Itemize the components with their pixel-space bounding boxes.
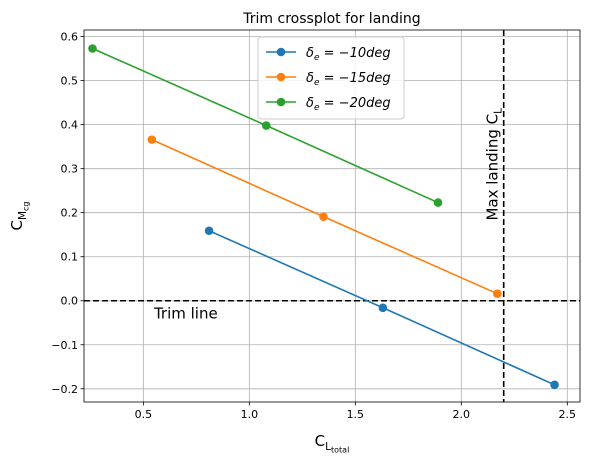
data-point xyxy=(88,44,97,53)
data-point xyxy=(493,289,502,299)
legend-label-rest: = −10deg xyxy=(320,46,391,61)
legend-item-1: δe = −15deg xyxy=(266,71,391,88)
y-tick-label: 0.3 xyxy=(61,163,79,176)
y-axis-label: CMcg xyxy=(8,201,31,230)
data-point xyxy=(261,121,271,130)
legend-label: δe = −15deg xyxy=(306,71,391,88)
legend-label: δe = −10deg xyxy=(306,46,391,63)
y-axis-label-subsub: cg xyxy=(22,201,31,210)
y-tick-label: 0.0 xyxy=(61,295,79,308)
y-axis-label-main: C xyxy=(8,220,26,230)
legend-swatch-marker xyxy=(276,97,286,107)
y-tick-label: 0.5 xyxy=(61,75,79,88)
y-tick-label: 0.6 xyxy=(61,31,79,44)
x-tick-label: 1.5 xyxy=(347,408,365,421)
x-axis-label-main: C xyxy=(315,432,325,450)
x-tick-label: 1.0 xyxy=(241,408,259,421)
legend-label-rest: = −20deg xyxy=(320,96,391,111)
data-point xyxy=(433,198,443,207)
y-tick-label: 0.2 xyxy=(61,207,79,220)
series-1 xyxy=(147,135,502,299)
legend-label-sub: e xyxy=(314,103,320,113)
legend-label-sub: e xyxy=(314,78,320,88)
x-axis-label-sub: L xyxy=(325,441,331,453)
data-point xyxy=(550,380,559,390)
trim-line-label: Trim line xyxy=(153,305,218,323)
plot-area-frame xyxy=(83,29,581,403)
y-tick-label: −0.1 xyxy=(51,339,78,352)
y-axis-ticks: −0.2 −0.1 0.0 0.1 0.2 0.3 0.4 0.5 0.6 xyxy=(51,31,84,396)
y-axis-label-sub: M xyxy=(17,211,29,220)
legend-item-0: δe = −10deg xyxy=(266,46,391,63)
x-tick-label: 0.5 xyxy=(135,408,153,421)
y-tick-label: −0.2 xyxy=(51,383,78,396)
series-2 xyxy=(88,44,443,207)
x-tick-label: 2.0 xyxy=(453,408,471,421)
data-point xyxy=(147,135,157,144)
legend-label-sub: e xyxy=(314,53,320,63)
x-axis-label: CLtotal xyxy=(315,432,350,455)
legend-label-delta: δ xyxy=(306,96,314,111)
legend-swatch-marker xyxy=(276,47,286,57)
x-axis-label-subsub: total xyxy=(331,446,349,455)
data-series xyxy=(88,44,559,390)
legend-swatch-marker xyxy=(276,72,286,82)
series-0 xyxy=(204,226,559,390)
data-point xyxy=(378,303,388,313)
legend-label: δe = −20deg xyxy=(306,96,391,113)
max-landing-label-sub: L xyxy=(493,108,505,114)
max-landing-cl-label: Max landing CL xyxy=(484,108,505,221)
chart-title: Trim crossplot for landing xyxy=(242,11,420,27)
reference-lines xyxy=(84,30,580,402)
data-point xyxy=(319,212,328,221)
x-axis-ticks: 0.5 1.0 1.5 2.0 2.5 xyxy=(135,402,576,421)
legend-label-delta: δ xyxy=(306,46,314,61)
y-tick-label: 0.1 xyxy=(61,251,79,264)
legend-box xyxy=(257,36,405,120)
legend-label-delta: δ xyxy=(306,71,314,86)
legend-item-2: δe = −20deg xyxy=(266,96,391,113)
x-tick-label: 2.5 xyxy=(559,408,577,421)
data-point xyxy=(204,226,214,236)
legend-label-rest: = −15deg xyxy=(320,71,391,86)
max-landing-label-main: Max landing C xyxy=(484,114,502,221)
y-tick-label: 0.4 xyxy=(61,119,79,132)
